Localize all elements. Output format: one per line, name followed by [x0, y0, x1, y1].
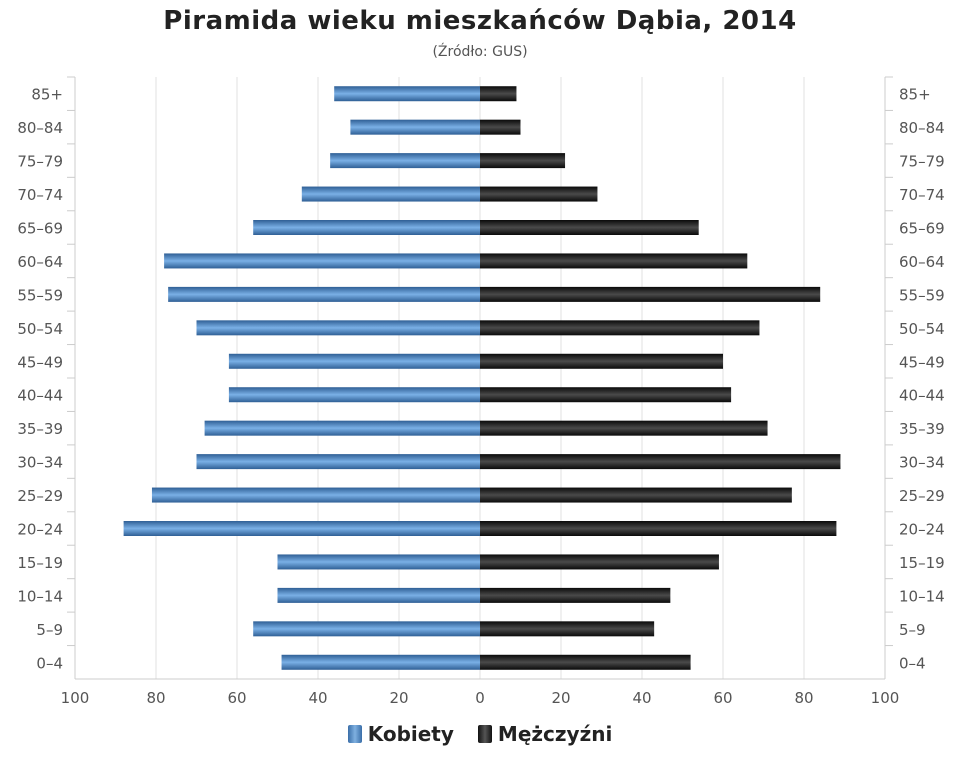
x-tick-label: 100	[871, 689, 900, 707]
bar-men-60–64[interactable]	[480, 253, 748, 269]
y-tick-label-right: 15–19	[899, 554, 945, 572]
y-tick-label-left: 50–54	[17, 320, 63, 338]
legend-label-men: Mężczyźni	[497, 722, 613, 746]
bar-women-60–64[interactable]	[164, 253, 480, 269]
bar-men-85+[interactable]	[480, 86, 517, 102]
bar-women-25–29[interactable]	[151, 487, 480, 503]
y-tick-label-right: 35–39	[899, 420, 945, 438]
y-tick-label-right: 45–49	[899, 353, 945, 371]
bar-women-0–4[interactable]	[281, 654, 480, 670]
bar-men-65–69[interactable]	[480, 220, 699, 235]
x-tick-label: 0	[475, 689, 485, 707]
y-tick-label-left: 45–49	[17, 353, 63, 371]
labels-layer: 100 80 60 40 20 0 20 40 60 80 100 85+ 85+ 80–84 80–84 7…	[17, 86, 944, 707]
y-tick-label-left: 15–19	[17, 554, 63, 572]
y-tick-label-right: 85+	[899, 86, 931, 104]
y-tick-label-left: 20–24	[17, 521, 63, 539]
bar-women-45–49[interactable]	[228, 353, 480, 369]
legend-label-women: Kobiety	[367, 722, 454, 746]
bar-women-70–74[interactable]	[301, 186, 480, 202]
x-tick-label: 80	[146, 689, 165, 707]
bar-women-75–79[interactable]	[330, 153, 480, 169]
y-tick-label-right: 80–84	[899, 119, 945, 137]
y-tick-label-right: 65–69	[899, 220, 945, 238]
bar-men-75–79[interactable]	[480, 153, 566, 169]
bar-women-80–84[interactable]	[350, 119, 480, 135]
x-tick-label: 20	[551, 689, 570, 707]
y-tick-label-left: 55–59	[17, 286, 63, 304]
bar-men-80–84[interactable]	[480, 119, 521, 135]
legend-swatch-men	[477, 725, 492, 743]
y-tick-label-left: 60–64	[17, 253, 63, 271]
bar-women-20–24[interactable]	[123, 521, 480, 536]
legend-item-men[interactable]: Mężczyźni	[477, 722, 613, 746]
y-tick-label-left: 85+	[31, 86, 63, 104]
legend-swatch-women	[347, 725, 362, 743]
x-tick-label: 40	[632, 689, 651, 707]
bar-men-40–44[interactable]	[480, 387, 732, 403]
y-tick-label-left: 5–9	[36, 621, 63, 639]
bar-men-55–59[interactable]	[480, 286, 821, 302]
x-tick-label: 40	[308, 689, 327, 707]
y-tick-label-right: 10–14	[899, 587, 945, 605]
bar-women-10–14[interactable]	[277, 587, 481, 603]
y-tick-label-right: 5–9	[899, 621, 926, 639]
y-tick-label-right: 50–54	[899, 320, 945, 338]
bar-men-0–4[interactable]	[480, 654, 691, 670]
bar-women-50–54[interactable]	[196, 320, 481, 336]
y-tick-label-right: 30–34	[899, 454, 945, 472]
chart-title: Piramida wieku mieszkańców Dąbia, 2014	[163, 6, 797, 36]
y-tick-label-left: 30–34	[17, 454, 63, 472]
x-tick-label: 100	[61, 689, 90, 707]
y-tick-label-left: 10–14	[17, 587, 63, 605]
chart-subtitle: (Źródło: GUS)	[432, 44, 528, 60]
bar-men-25–29[interactable]	[480, 487, 792, 503]
y-tick-label-left: 40–44	[17, 387, 63, 405]
y-tick-label-left: 0–4	[36, 654, 63, 672]
x-tick-label: 60	[227, 689, 246, 707]
bar-women-30–34[interactable]	[196, 454, 481, 470]
y-tick-label-right: 20–24	[899, 521, 945, 539]
x-tick-label: 20	[389, 689, 408, 707]
bar-men-45–49[interactable]	[480, 353, 723, 369]
bar-men-30–34[interactable]	[480, 454, 841, 470]
y-tick-label-left: 35–39	[17, 420, 63, 438]
y-tick-label-right: 55–59	[899, 286, 945, 304]
bar-men-20–24[interactable]	[480, 521, 837, 536]
grid-layer	[67, 76, 893, 680]
y-tick-label-right: 40–44	[899, 387, 945, 405]
bar-women-15–19[interactable]	[277, 554, 481, 570]
bar-men-5–9[interactable]	[480, 621, 655, 637]
chart-legend: Kobiety Mężczyźni	[0, 722, 960, 746]
bar-men-50–54[interactable]	[480, 320, 760, 336]
y-tick-label-left: 80–84	[17, 119, 63, 137]
y-tick-label-right: 25–29	[899, 487, 945, 505]
y-tick-label-right: 75–79	[899, 153, 945, 171]
bar-women-35–39[interactable]	[204, 420, 480, 436]
bar-women-40–44[interactable]	[228, 387, 480, 403]
y-tick-label-left: 70–74	[17, 186, 63, 204]
bar-men-15–19[interactable]	[480, 554, 719, 570]
x-tick-label: 60	[713, 689, 732, 707]
x-tick-label: 80	[794, 689, 813, 707]
y-tick-label-left: 25–29	[17, 487, 63, 505]
bars-layer	[123, 86, 841, 670]
bar-men-35–39[interactable]	[480, 420, 768, 436]
bar-women-55–59[interactable]	[168, 286, 480, 302]
bar-men-70–74[interactable]	[480, 186, 598, 202]
y-tick-label-left: 65–69	[17, 220, 63, 238]
bar-men-10–14[interactable]	[480, 587, 671, 603]
bar-women-5–9[interactable]	[253, 621, 480, 637]
y-tick-label-right: 70–74	[899, 186, 945, 204]
legend-item-women[interactable]: Kobiety	[347, 722, 454, 746]
y-tick-label-left: 75–79	[17, 153, 63, 171]
y-tick-label-right: 60–64	[899, 253, 945, 271]
bar-women-65–69[interactable]	[253, 220, 480, 235]
bar-women-85+[interactable]	[334, 86, 480, 102]
y-tick-label-right: 0–4	[899, 654, 926, 672]
